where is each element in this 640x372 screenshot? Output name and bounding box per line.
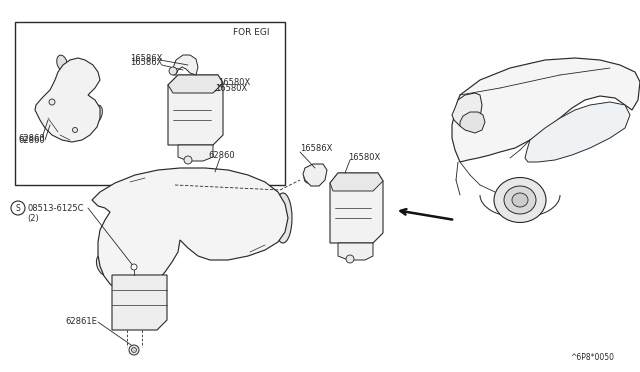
Circle shape [131,264,137,270]
Polygon shape [303,164,327,186]
Circle shape [169,67,177,75]
Polygon shape [460,112,485,133]
Polygon shape [173,55,198,75]
Text: 62861E: 62861E [65,317,97,327]
Text: 16580X: 16580X [215,83,247,93]
Circle shape [184,156,192,164]
Polygon shape [92,168,288,292]
Polygon shape [452,93,482,128]
Circle shape [11,201,25,215]
Circle shape [72,128,77,132]
Text: S: S [15,203,20,212]
Circle shape [131,347,136,353]
Ellipse shape [512,193,528,207]
Text: 08513-6125C: 08513-6125C [27,203,83,212]
Bar [15,22,285,185]
Polygon shape [525,102,630,162]
Text: 62860: 62860 [18,135,45,144]
Polygon shape [35,58,100,142]
Text: 62860: 62860 [208,151,235,160]
Ellipse shape [504,186,536,214]
Ellipse shape [154,206,166,224]
Ellipse shape [494,177,546,222]
Text: 16586X: 16586X [130,54,163,62]
Circle shape [129,345,139,355]
Bar [173,95,211,135]
Polygon shape [112,275,167,330]
Polygon shape [338,243,373,260]
Ellipse shape [177,212,202,228]
Text: 62860: 62860 [18,134,45,142]
Text: 16586X: 16586X [300,144,332,153]
Circle shape [346,255,354,263]
Text: 16586X: 16586X [130,58,163,67]
Text: 16580X: 16580X [348,153,380,161]
Text: (2): (2) [27,214,39,222]
Bar [340,198,366,228]
Polygon shape [330,173,383,243]
Polygon shape [330,173,383,191]
Polygon shape [168,75,223,145]
Text: ^6P8*0050: ^6P8*0050 [570,353,614,362]
Ellipse shape [226,202,244,214]
Polygon shape [452,58,640,162]
Circle shape [49,99,55,105]
Text: FOR EGI: FOR EGI [234,28,270,37]
Ellipse shape [274,193,292,243]
Ellipse shape [467,117,477,125]
Text: 16580X: 16580X [218,77,250,87]
Polygon shape [178,145,213,161]
Ellipse shape [92,105,102,123]
Bar [178,100,206,130]
Bar [335,193,371,233]
Polygon shape [168,75,223,93]
Ellipse shape [97,254,111,276]
Ellipse shape [57,55,67,71]
Ellipse shape [304,171,312,183]
